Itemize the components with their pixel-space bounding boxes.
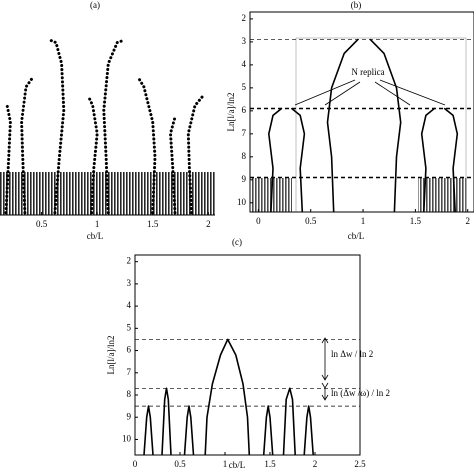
x-tick-label: 1	[361, 216, 366, 226]
x-axis-label: cb/L	[229, 460, 246, 470]
data-line	[20, 76, 35, 215]
data-line	[303, 405, 314, 455]
panel-title: (a)	[90, 0, 100, 10]
x-tick-label: 1	[95, 219, 100, 229]
y-tick-label: 9	[127, 411, 132, 421]
y-tick-label: 4	[127, 300, 132, 310]
data-line	[291, 107, 306, 212]
y-tick-label: 2	[242, 13, 247, 23]
y-tick-label: 6	[127, 345, 132, 355]
y-tick-label: 10	[122, 434, 132, 444]
x-tick-label: 0	[256, 216, 261, 226]
axis-frame	[134, 254, 361, 456]
x-tick-label: 1	[223, 459, 228, 469]
annotation: ln Δw / ln 2	[331, 349, 373, 359]
plot-area	[4, 38, 205, 215]
x-axis-label: cb/L	[87, 231, 104, 241]
data-line	[169, 115, 177, 215]
data-line	[268, 107, 283, 212]
x-tick-label: 2.5	[354, 459, 366, 469]
y-tick-label: 2	[127, 256, 132, 266]
y-tick-label: 8	[127, 389, 132, 399]
y-axis-label: Ln[l/a]/ln2	[226, 93, 236, 132]
x-tick-label: 2	[206, 219, 211, 229]
data-line	[136, 76, 157, 215]
y-tick-label: 5	[127, 322, 132, 332]
y-tick-label: 5	[242, 82, 247, 92]
data-line	[86, 94, 99, 215]
y-tick-label: 9	[242, 174, 247, 184]
x-tick-label: 1.5	[147, 219, 159, 229]
data-line	[49, 38, 66, 215]
arrows	[294, 79, 446, 401]
plot-area	[135, 338, 360, 455]
x-tick-label: 0.5	[174, 459, 186, 469]
x-tick-label: 1.5	[264, 459, 276, 469]
plot-area	[250, 38, 474, 212]
y-tick-label: 3	[242, 36, 247, 46]
y-tick-label: 3	[127, 278, 132, 288]
annotation: N replica	[351, 67, 384, 77]
x-tick-label: 2	[465, 216, 470, 226]
x-tick-label: 0.5	[36, 219, 48, 229]
x-tick-label: 0.5	[305, 216, 317, 226]
x-tick-label: 1.5	[410, 216, 422, 226]
data-line	[204, 338, 251, 455]
x-tick-label: 0	[133, 459, 138, 469]
dense-band	[418, 178, 468, 212]
data-line	[262, 405, 274, 455]
data-line	[282, 387, 296, 455]
data-line	[420, 107, 435, 212]
data-line	[326, 38, 359, 212]
y-tick-label: 4	[242, 59, 247, 69]
data-line	[4, 104, 12, 215]
y-axis-label: Ln[l/a]/ln2	[106, 336, 116, 375]
axis-frame	[249, 11, 474, 213]
data-line	[161, 387, 172, 455]
y-tick-label: 6	[242, 105, 247, 115]
x-tick-label: 2	[313, 459, 318, 469]
y-tick-label: 7	[127, 367, 132, 377]
data-line	[183, 405, 195, 455]
x-axis-label: cb/L	[348, 231, 365, 241]
data-line	[369, 38, 402, 212]
y-tick-label: 7	[242, 128, 247, 138]
data-line	[186, 94, 205, 215]
panel-title: (c)	[232, 237, 242, 247]
data-line	[102, 38, 126, 215]
y-tick-label: 10	[237, 197, 247, 207]
y-tick-label: 8	[242, 151, 247, 161]
panel-title: (b)	[351, 0, 362, 10]
data-line	[443, 107, 459, 212]
data-line	[143, 405, 154, 455]
